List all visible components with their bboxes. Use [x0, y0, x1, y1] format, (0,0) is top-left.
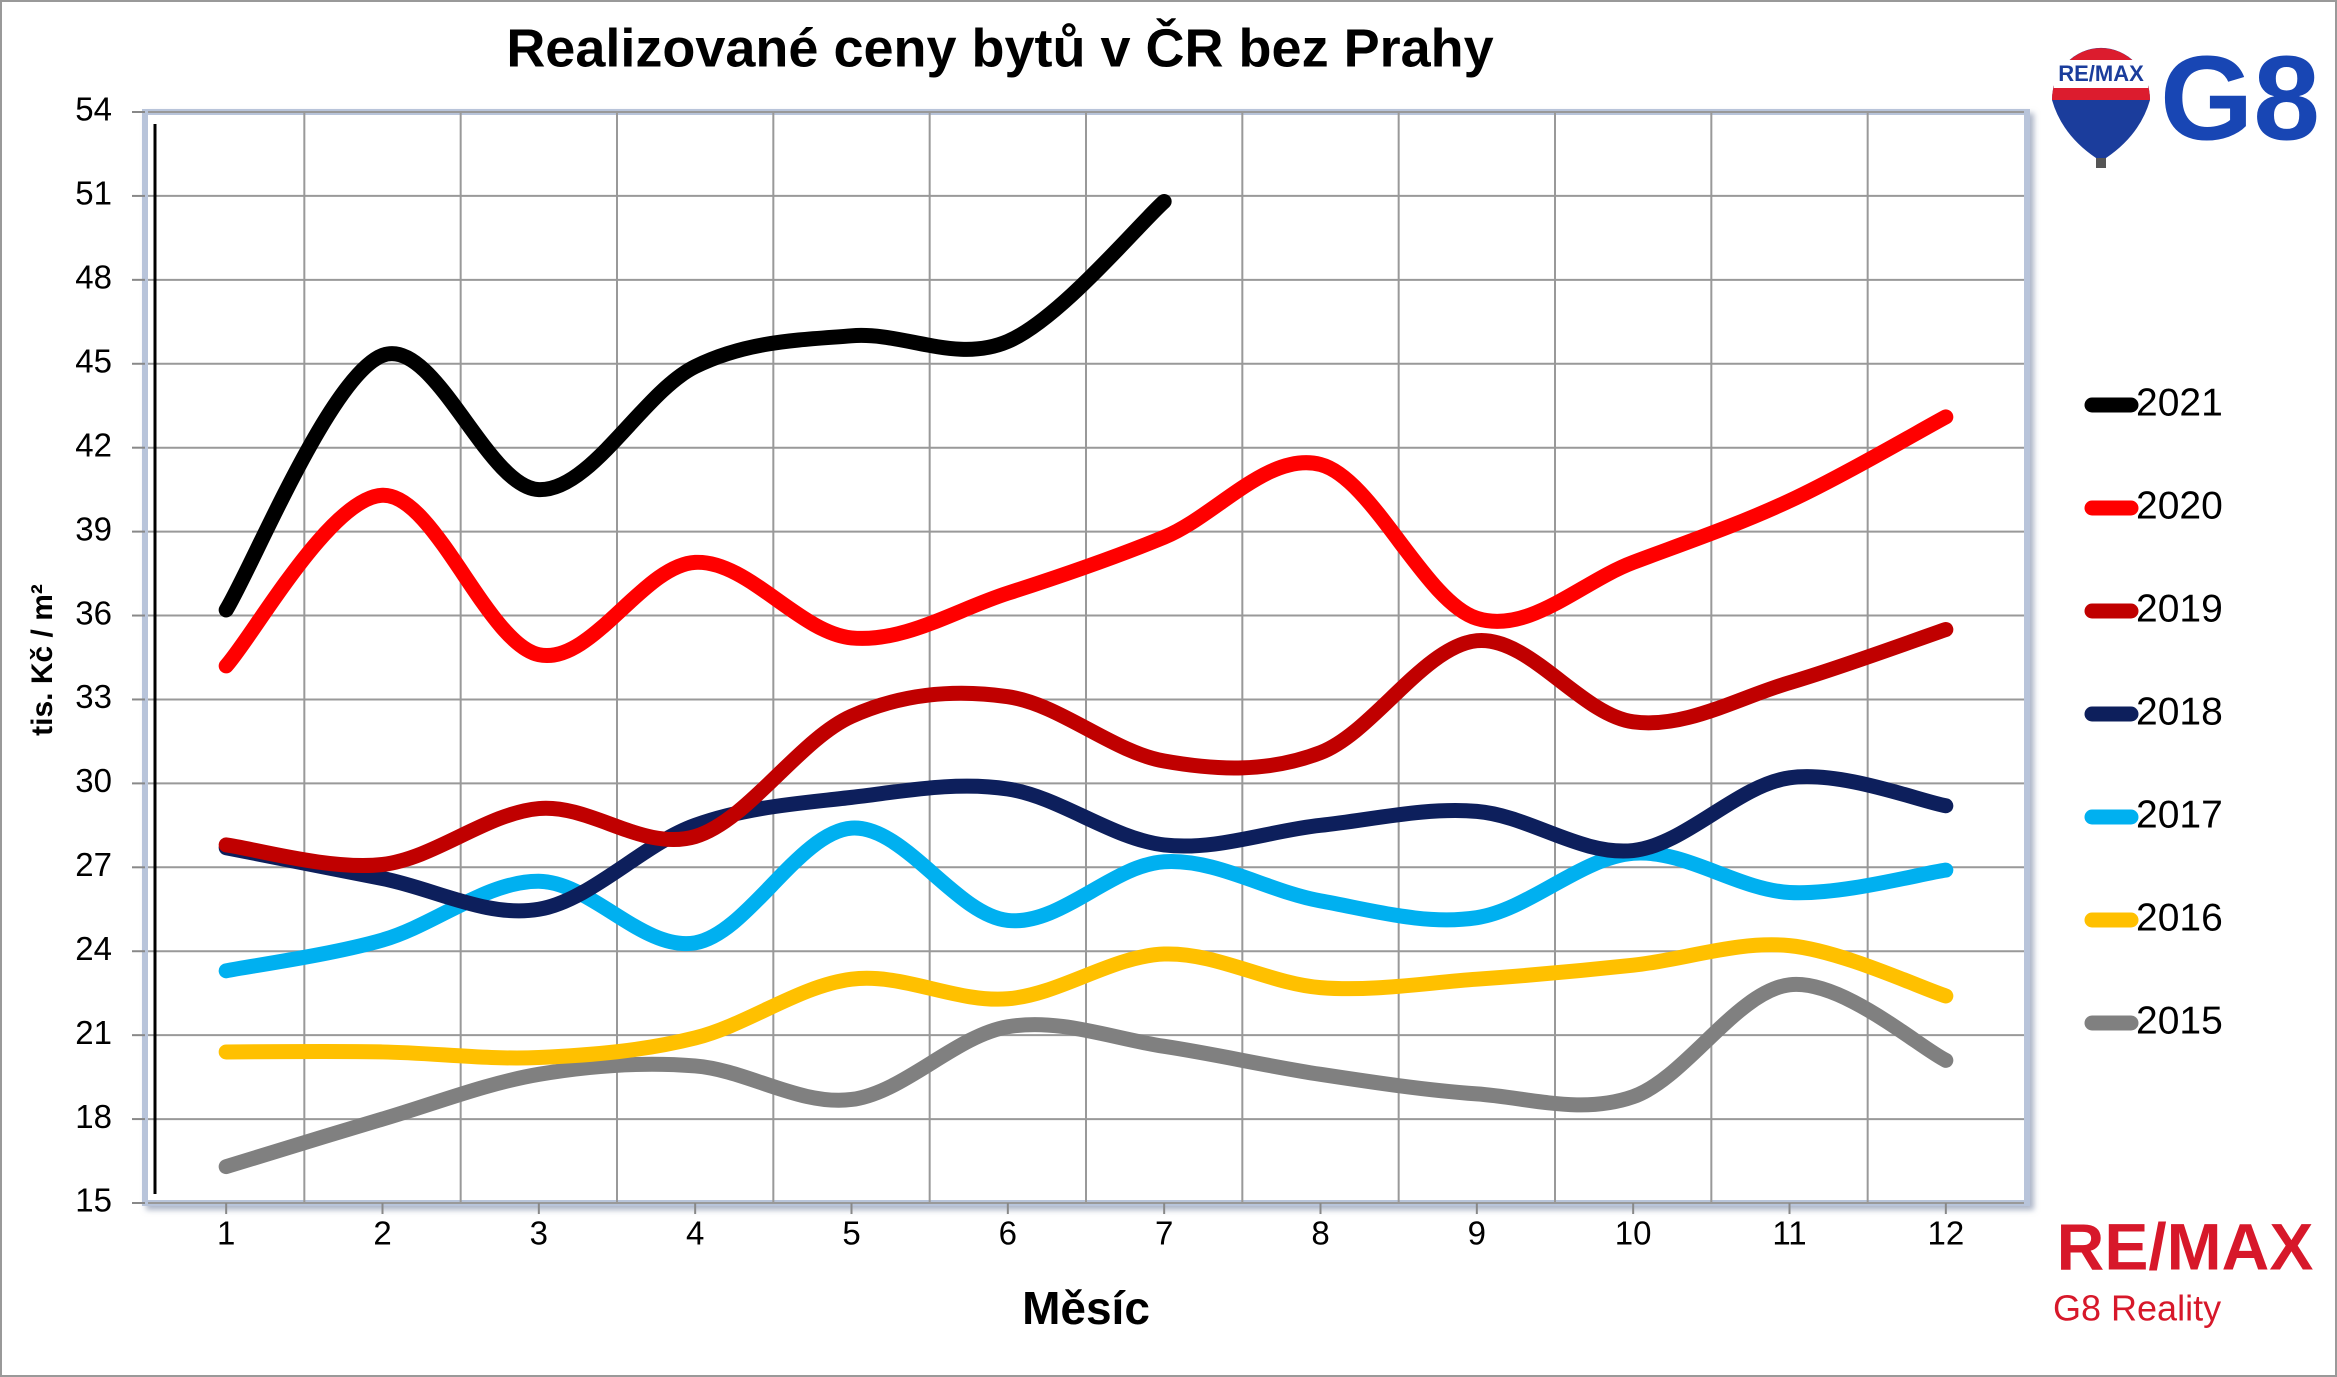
y-tick-label: 15 [75, 1182, 112, 1219]
x-tick-label: 12 [1927, 1215, 1964, 1252]
y-tick-label: 36 [75, 594, 112, 631]
wordmark-subtitle: G8 Reality [2053, 1288, 2221, 1329]
y-tick-label: 51 [75, 175, 112, 212]
legend-label: 2019 [2136, 587, 2223, 630]
y-tick-label: 21 [75, 1014, 112, 1051]
chart-title: Realizované ceny bytů v ČR bez Prahy [506, 17, 1493, 78]
y-tick-label: 33 [75, 678, 112, 715]
logo: RE/MAX G8 RE/MAX G8 Reality [2052, 32, 2320, 1329]
balloon-text: RE/MAX [2058, 61, 2144, 86]
y-tick-label: 24 [75, 930, 112, 967]
x-tick-label: 3 [530, 1215, 548, 1252]
series-line [218, 194, 1172, 618]
series-line [218, 409, 1954, 674]
y-tick-label: 18 [75, 1098, 112, 1135]
balloon-basket [2096, 158, 2106, 168]
y-tick-label: 39 [75, 510, 112, 547]
x-tick-label: 5 [842, 1215, 860, 1252]
lines [218, 194, 1954, 1175]
x-tick-label: 9 [1468, 1215, 1486, 1252]
legend-label: 2015 [2136, 999, 2223, 1042]
legend-label: 2021 [2136, 381, 2223, 424]
y-tick-label: 45 [75, 342, 112, 379]
legend-label: 2020 [2136, 484, 2223, 527]
y-tick-label: 54 [75, 91, 112, 128]
x-axis-label: Měsíc [1022, 1282, 1150, 1334]
series-line [218, 622, 1954, 873]
y-tick-label: 27 [75, 846, 112, 883]
wordmark: RE/MAX [2057, 1209, 2314, 1283]
balloon-band [2054, 60, 2148, 88]
y-axis-label: tis. Kč / m² [26, 584, 59, 736]
x-tick-label: 2 [373, 1215, 391, 1252]
series-line [218, 977, 1954, 1175]
x-tick-label: 11 [1772, 1215, 1806, 1252]
x-tick-label: 8 [1311, 1215, 1329, 1252]
x-tick-label: 1 [217, 1215, 235, 1252]
y-tick-label: 42 [75, 426, 112, 463]
brand-g8: G8 [2160, 32, 2320, 166]
x-tick-label: 6 [999, 1215, 1017, 1252]
y-tick-label: 30 [75, 762, 112, 799]
x-tick-label: 7 [1155, 1215, 1173, 1252]
series-line [218, 937, 1954, 1066]
x-tick-label: 4 [686, 1215, 704, 1252]
legend-label: 2016 [2136, 896, 2223, 939]
x-tick-label: 10 [1615, 1215, 1652, 1252]
legend-label: 2018 [2136, 690, 2223, 733]
y-tick-label: 48 [75, 259, 112, 296]
series-line [218, 769, 1954, 919]
legend-label: 2017 [2136, 793, 2223, 836]
